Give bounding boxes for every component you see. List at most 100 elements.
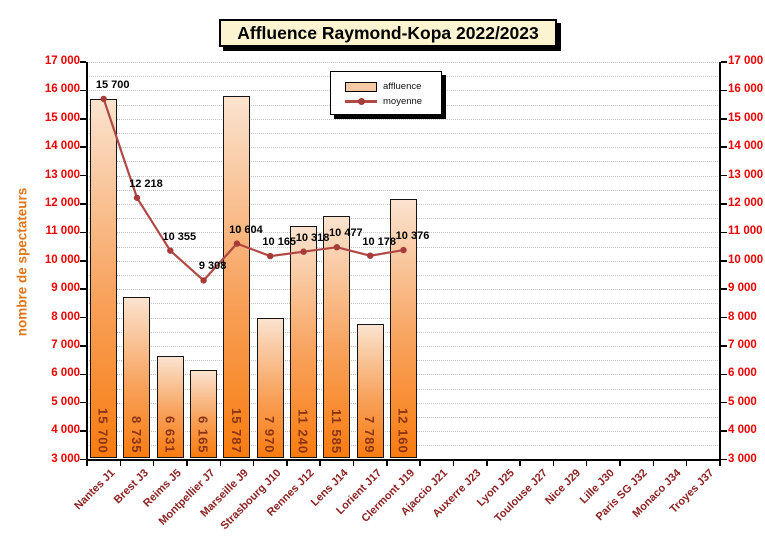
y-tick-label-right: 7 000 [728, 338, 757, 351]
line-value-label: 10 165 [262, 236, 297, 249]
y-tick-mark [80, 430, 86, 432]
x-tick-mark [252, 460, 255, 466]
line-value-label: 10 178 [362, 235, 396, 248]
y-tick-label-right: 9 000 [728, 282, 757, 295]
y-tick-mark [721, 89, 727, 92]
bar-value-label: 15 700 [95, 408, 111, 454]
y-tick-mark [721, 260, 727, 262]
y-tick-label-left: 15 000 [44, 111, 80, 124]
x-tick-mark [585, 460, 588, 466]
bar-value-label: 6 631 [162, 416, 178, 454]
y-tick-mark [80, 373, 86, 376]
y-tick-label-left: 8 000 [51, 310, 80, 323]
y-tick-label-left: 17 000 [44, 55, 80, 67]
legend-affluence-label: affluence [383, 81, 422, 92]
y-tick-label-left: 3 000 [51, 452, 80, 465]
bar-value-label: 11 240 [295, 408, 311, 454]
y-tick-label-left: 10 000 [44, 253, 80, 266]
y-tick-mark [80, 61, 86, 63]
x-tick-mark [519, 460, 521, 466]
y-tick-mark [721, 401, 727, 404]
x-tick-mark [86, 460, 88, 466]
y-tick-label-left: 6 000 [51, 367, 80, 380]
x-tick-label: Nantes J1 [71, 467, 118, 513]
x-tick-mark [119, 460, 122, 466]
x-tick-mark [552, 460, 555, 466]
y-tick-mark [721, 288, 727, 290]
x-tick-mark [486, 460, 488, 466]
line-marker [133, 194, 141, 201]
y-tick-mark [721, 316, 727, 319]
x-tick-mark [186, 460, 188, 466]
chart-title: Affluence Raymond-Kopa 2022/2023 [219, 19, 557, 47]
bar [90, 98, 118, 459]
y-tick-label-right: 11 000 [728, 225, 763, 238]
bar-value-label: 12 160 [395, 408, 411, 454]
y-tick-mark [80, 118, 86, 120]
y-tick-mark [80, 316, 86, 319]
bar-value-label: 7 789 [362, 416, 378, 454]
bar-value-label: 7 970 [262, 416, 278, 454]
y-tick-mark [80, 231, 86, 234]
x-tick-mark [452, 460, 455, 466]
y-tick-label-right: 13 000 [728, 168, 764, 181]
legend-affluence-swatch-icon [345, 81, 377, 92]
bar-value-label: 6 165 [195, 416, 211, 454]
y-tick-label-right: 5 000 [728, 395, 757, 408]
gridline [87, 161, 720, 163]
y-tick-mark [721, 146, 727, 148]
legend-moyenne-line-icon [345, 97, 377, 105]
legend-item-moyenne: moyenne [345, 94, 441, 109]
x-tick-mark [619, 460, 621, 466]
bar [356, 323, 384, 459]
bar [123, 296, 151, 459]
y-tick-mark [80, 260, 86, 262]
y-axis-left [85, 62, 88, 461]
y-tick-mark [80, 146, 86, 148]
bar-value-label: 8 735 [128, 416, 144, 454]
y-tick-mark [721, 203, 727, 205]
y-tick-label-right: 15 000 [728, 111, 764, 124]
y-tick-label-left: 16 000 [44, 83, 80, 96]
y-tick-mark [721, 174, 727, 177]
gridline [87, 132, 720, 134]
y-tick-label-left: 7 000 [51, 338, 80, 351]
bar-value-label: 11 585 [328, 408, 344, 454]
x-tick-mark [652, 460, 655, 466]
x-tick-label: Nice J29 [543, 467, 584, 508]
legend: affluence moyenne [330, 71, 442, 115]
y-tick-label-right: 14 000 [728, 140, 764, 153]
gridline [87, 147, 720, 149]
y-tick-label-right: 16 000 [728, 83, 764, 96]
y-tick-label-right: 17 000 [728, 55, 764, 67]
y-tick-label-left: 13 000 [44, 168, 80, 181]
line-value-label: 10 477 [329, 227, 363, 240]
y-tick-mark [80, 458, 86, 461]
line-value-label: 10 355 [162, 230, 197, 243]
y-tick-mark [721, 345, 727, 347]
line-value-label: 10 604 [229, 223, 263, 236]
x-tick-mark [419, 460, 421, 466]
legend-moyenne-marker-icon [358, 97, 365, 105]
x-tick-mark [286, 460, 288, 466]
bar [256, 318, 284, 459]
y-tick-mark [80, 203, 86, 205]
bar [223, 96, 251, 459]
y-tick-mark [721, 373, 727, 376]
line-marker [366, 252, 374, 259]
gridline [87, 62, 720, 63]
bar [190, 369, 218, 459]
y-tick-label-right: 10 000 [728, 253, 764, 266]
y-tick-label-right: 8 000 [728, 310, 757, 323]
y-tick-mark [80, 288, 86, 290]
x-tick-mark [152, 460, 155, 466]
line-value-label: 15 700 [95, 78, 130, 91]
y-tick-mark [80, 401, 86, 404]
x-axis [85, 458, 721, 461]
y-tick-label-left: 5 000 [51, 395, 80, 408]
line-value-label: 12 218 [129, 177, 163, 190]
x-tick-mark [386, 460, 388, 466]
y-tick-label-right: 3 000 [728, 452, 757, 465]
x-tick-mark [219, 460, 221, 466]
